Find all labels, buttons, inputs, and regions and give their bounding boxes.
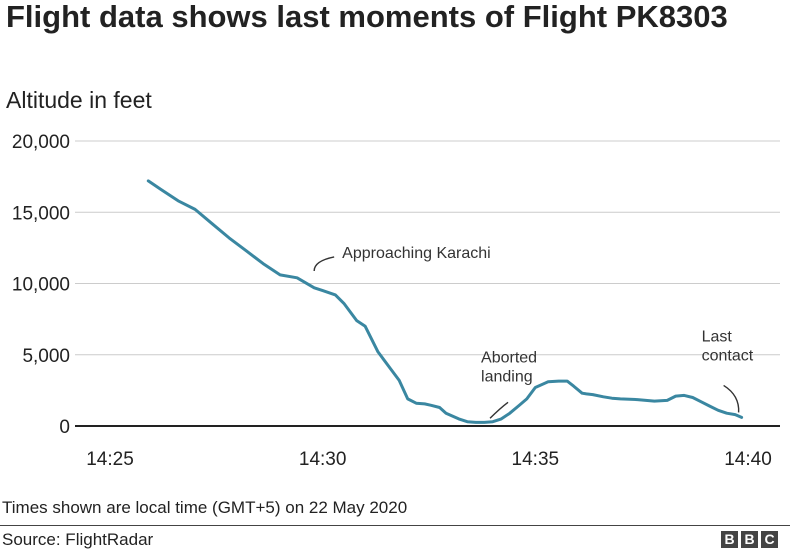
annotation-line: contact (702, 347, 754, 364)
time-note: Times shown are local time (GMT+5) on 22… (2, 498, 408, 517)
annotation-line: Last (702, 328, 733, 345)
y-tick-label: 5,000 (22, 346, 70, 367)
annotation-label: Aborted landing (481, 349, 537, 385)
y-tick-label: 0 (59, 417, 70, 438)
annotation-leader (313, 256, 335, 272)
annotation-line: Aborted (481, 349, 537, 366)
annotation-line: landing (481, 368, 533, 385)
annotations: Approaching Karachi Aborted landing Last con… (313, 245, 754, 419)
x-tick-label: 14:35 (512, 449, 560, 470)
x-tick-label: 14:30 (299, 449, 347, 470)
series-layer (146, 179, 744, 424)
chart-title: Flight data shows last moments of Flight… (6, 0, 728, 34)
bbc-logo-letter: C (761, 531, 778, 548)
bbc-logo-letter: B (721, 531, 738, 548)
x-tick-label: 14:40 (724, 449, 772, 470)
y-tick-labels: 0 5,000 10,000 15,000 20,000 (12, 132, 70, 438)
x-tick-label: 14:25 (86, 449, 134, 470)
y-axis-label: Altitude in feet (6, 87, 152, 113)
footer: Source: FlightRadar B B C (0, 525, 790, 553)
bbc-logo: B B C (721, 531, 778, 548)
y-tick-label: 15,000 (12, 203, 70, 224)
source-label: Source: FlightRadar (2, 530, 154, 549)
y-tick-label: 20,000 (12, 132, 70, 153)
chart-plot: 0 5,000 10,000 15,000 20,000 14:25 14:30 14:35… (12, 132, 780, 470)
x-tick-labels: 14:25 14:30 14:35 14:40 (86, 449, 772, 470)
annotation-leader (723, 384, 740, 413)
gridlines (75, 140, 780, 427)
altitude-series-line (146, 179, 744, 424)
annotation-label: Last contact (702, 328, 754, 364)
annotation-label: Approaching Karachi (342, 245, 491, 262)
y-tick-label: 10,000 (12, 275, 70, 296)
annotation-leader (489, 401, 509, 419)
bbc-logo-letter: B (741, 531, 758, 548)
annotation-line: Approaching Karachi (342, 245, 491, 262)
